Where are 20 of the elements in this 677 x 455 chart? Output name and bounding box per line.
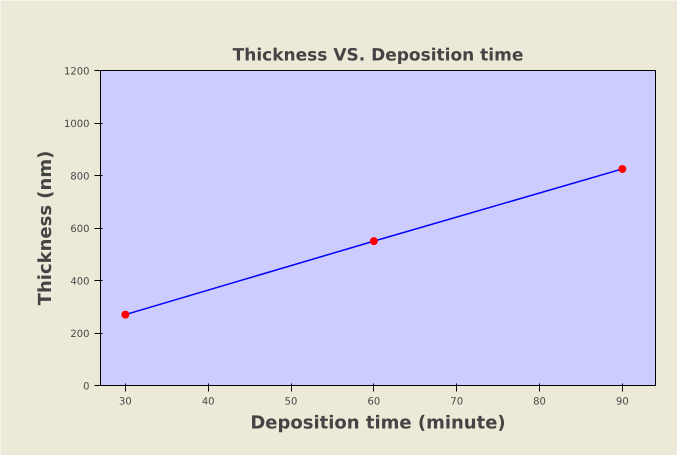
y-tick-label: 200 [70,329,90,340]
y-tick-label: 0 [83,382,90,392]
x-tick-label: 40 [202,396,215,408]
x-tick-label: 90 [616,396,629,408]
y-tick-label: 800 [70,172,90,182]
point [121,310,130,319]
x-tick-label: 80 [533,396,546,408]
chart-title: Thickness VS. Deposition time [232,46,524,66]
x-tick-label: 70 [450,396,464,408]
point [618,164,626,173]
y-tick-label: 600 [70,224,90,235]
x-tick-label: 30 [118,396,132,408]
x-tick-label: 60 [367,396,380,408]
y-tick-label: 400 [70,276,90,288]
y-tick-label: 1200 [64,66,90,78]
y-tick-label: 1000 [64,119,90,130]
x-tick-label: 50 [284,396,298,408]
y-axis-title: Thickness (nm) [35,150,56,306]
point [370,237,378,246]
x-axis-title: Deposition time (minute) [250,412,506,434]
